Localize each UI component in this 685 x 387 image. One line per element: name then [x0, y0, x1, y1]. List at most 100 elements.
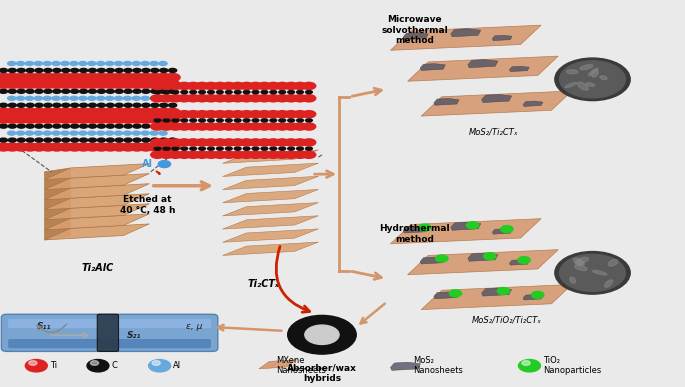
Circle shape	[114, 123, 124, 129]
Circle shape	[102, 115, 119, 124]
Circle shape	[0, 80, 12, 89]
Circle shape	[150, 137, 160, 143]
Circle shape	[52, 68, 62, 73]
Circle shape	[155, 115, 172, 124]
Circle shape	[284, 138, 299, 147]
Circle shape	[177, 94, 192, 103]
Circle shape	[198, 90, 206, 94]
Circle shape	[159, 151, 174, 159]
Circle shape	[93, 80, 110, 89]
Circle shape	[34, 103, 44, 108]
Circle shape	[230, 94, 245, 103]
Circle shape	[88, 68, 97, 73]
Circle shape	[560, 61, 625, 98]
Circle shape	[43, 137, 53, 143]
Circle shape	[25, 68, 35, 73]
Circle shape	[78, 61, 88, 66]
Circle shape	[78, 130, 88, 136]
Circle shape	[284, 151, 299, 159]
Circle shape	[168, 122, 183, 131]
Text: Ti₂AlC: Ti₂AlC	[82, 263, 114, 273]
Circle shape	[4, 73, 21, 82]
Circle shape	[60, 130, 70, 136]
Circle shape	[52, 103, 62, 108]
Polygon shape	[468, 60, 498, 68]
Circle shape	[8, 123, 17, 129]
Circle shape	[147, 73, 163, 82]
Circle shape	[70, 89, 79, 94]
Circle shape	[70, 137, 79, 143]
Circle shape	[61, 68, 71, 73]
Circle shape	[111, 80, 127, 89]
Circle shape	[221, 110, 236, 118]
Circle shape	[84, 73, 101, 82]
Ellipse shape	[608, 259, 618, 266]
Circle shape	[120, 80, 136, 89]
Circle shape	[155, 108, 172, 117]
Circle shape	[239, 94, 254, 103]
Circle shape	[198, 118, 206, 123]
Circle shape	[40, 115, 56, 124]
Ellipse shape	[591, 70, 598, 77]
Circle shape	[61, 123, 71, 129]
Circle shape	[123, 103, 133, 108]
Polygon shape	[408, 250, 558, 275]
Circle shape	[159, 137, 169, 143]
Circle shape	[257, 138, 272, 147]
Circle shape	[25, 96, 34, 101]
Text: C: C	[112, 361, 118, 370]
Circle shape	[186, 94, 201, 103]
Circle shape	[153, 146, 162, 151]
Circle shape	[78, 96, 88, 101]
Circle shape	[203, 82, 219, 90]
Circle shape	[158, 96, 168, 101]
Circle shape	[7, 96, 16, 101]
Polygon shape	[45, 214, 149, 230]
Circle shape	[58, 108, 74, 117]
Circle shape	[105, 96, 114, 101]
Circle shape	[0, 89, 8, 94]
Ellipse shape	[593, 271, 607, 275]
Circle shape	[13, 115, 29, 124]
Polygon shape	[390, 25, 541, 50]
Polygon shape	[482, 94, 512, 103]
Circle shape	[75, 115, 92, 124]
Circle shape	[141, 68, 151, 73]
Circle shape	[132, 89, 142, 94]
Circle shape	[16, 61, 25, 66]
Polygon shape	[223, 176, 319, 190]
Circle shape	[292, 94, 308, 103]
Circle shape	[60, 61, 70, 66]
Circle shape	[4, 80, 21, 89]
Circle shape	[275, 94, 290, 103]
Circle shape	[31, 142, 47, 152]
Circle shape	[88, 89, 97, 94]
Circle shape	[70, 103, 79, 108]
Circle shape	[120, 142, 136, 152]
Circle shape	[52, 89, 62, 94]
Circle shape	[519, 360, 540, 372]
Circle shape	[292, 138, 308, 147]
Circle shape	[40, 80, 56, 89]
Circle shape	[66, 73, 83, 82]
Circle shape	[49, 142, 65, 152]
Circle shape	[203, 122, 219, 131]
Circle shape	[180, 118, 188, 123]
Polygon shape	[45, 174, 149, 190]
Circle shape	[49, 80, 65, 89]
Circle shape	[102, 73, 119, 82]
Circle shape	[105, 68, 115, 73]
Text: MXene
Nanosheets: MXene Nanosheets	[276, 356, 326, 375]
Circle shape	[305, 325, 339, 344]
Circle shape	[177, 151, 192, 159]
Circle shape	[164, 142, 181, 152]
Circle shape	[207, 90, 215, 94]
Circle shape	[52, 123, 62, 129]
Circle shape	[248, 82, 263, 90]
Circle shape	[305, 90, 313, 94]
Circle shape	[93, 115, 110, 124]
Circle shape	[150, 122, 165, 131]
Circle shape	[22, 115, 38, 124]
Circle shape	[150, 138, 165, 147]
Circle shape	[164, 115, 181, 124]
